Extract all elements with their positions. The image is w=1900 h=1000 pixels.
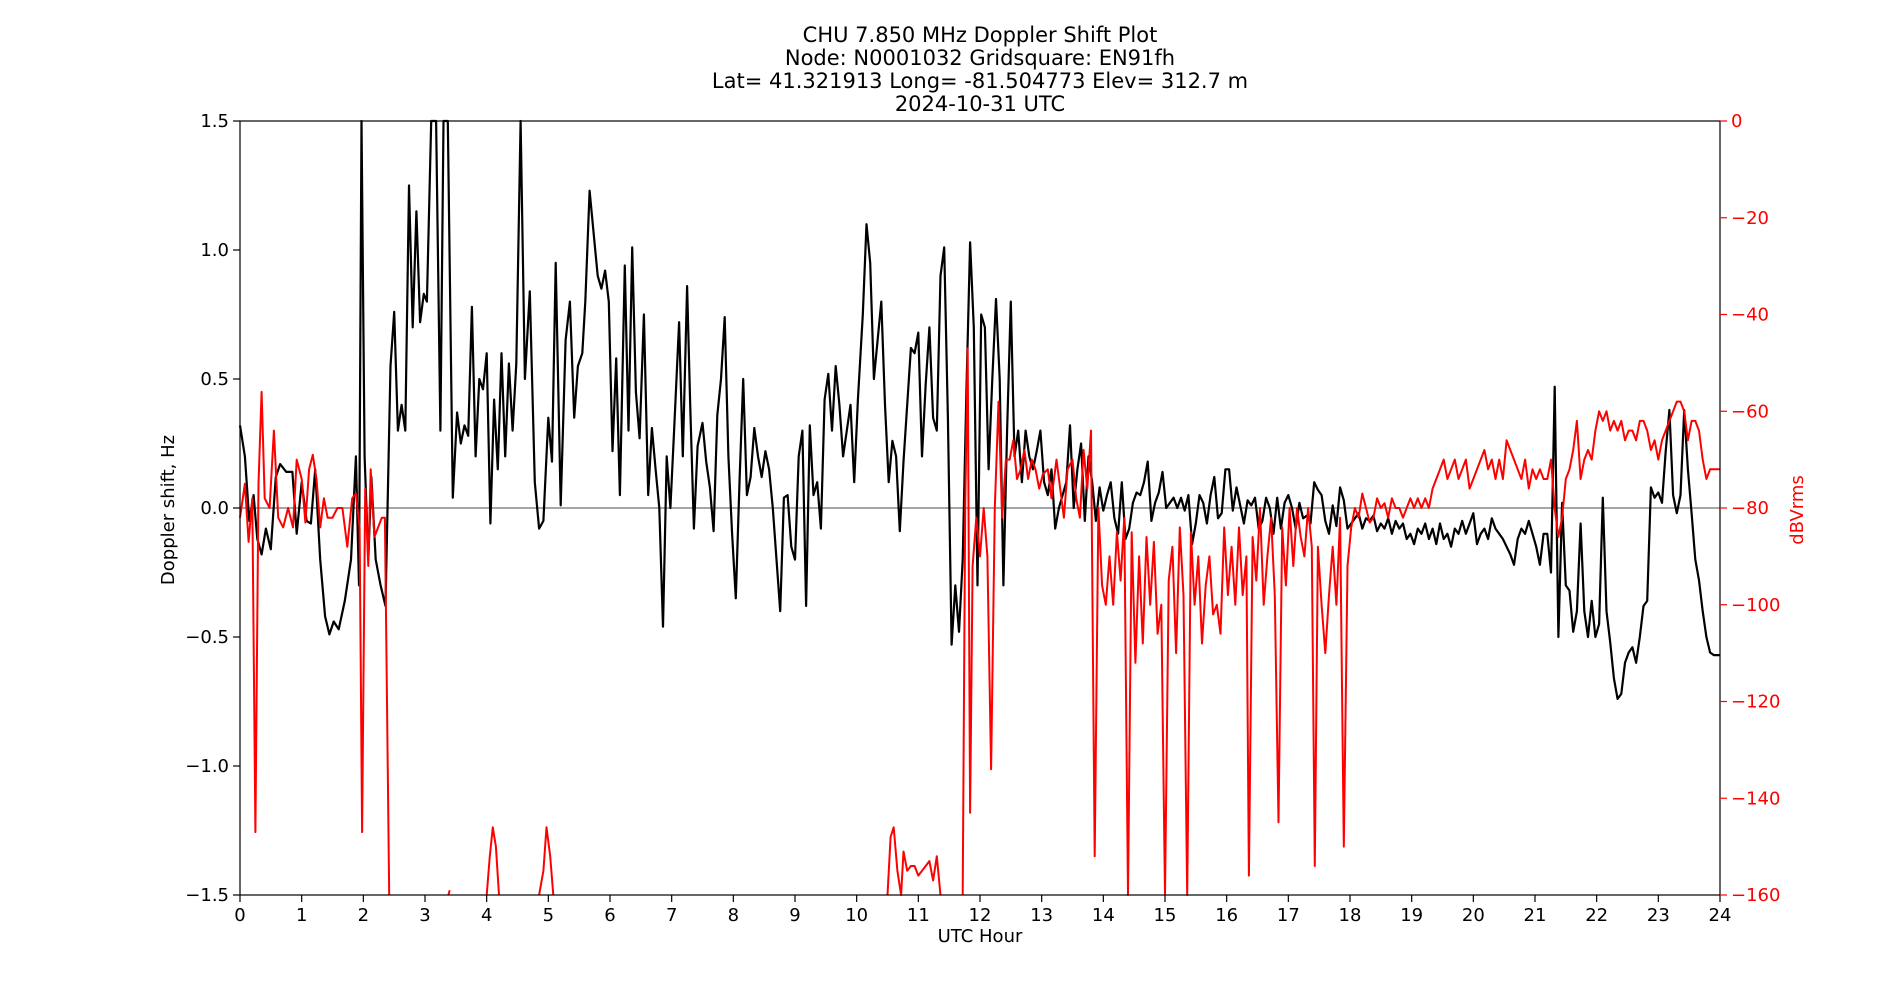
x-tick-label: 3: [419, 905, 430, 926]
x-tick-label: 11: [907, 905, 930, 926]
power-level-line-segment-5: [886, 826, 942, 896]
x-axis-label: UTC Hour: [938, 926, 1023, 947]
x-tick-label: 16: [1215, 905, 1238, 926]
x-tick-label: 17: [1277, 905, 1300, 926]
y-axis-right: 0 −20 −40 −60 −80 −100 −120 −140 −160: [1720, 111, 1780, 906]
y-axis-label: Doppler shift, Hz: [158, 435, 179, 585]
x-axis: 0 1 2 3 4 5 6 7 8 9 10 11 12 13 14 15 16 17 18 19 20 21 22 23 24: [234, 895, 1731, 926]
y2-tick-label: −40: [1731, 305, 1769, 326]
x-tick-label: 2: [358, 905, 369, 926]
x-tick-label: 5: [543, 905, 554, 926]
y2-tick-label: −80: [1731, 498, 1769, 519]
x-tick-label: 4: [481, 905, 492, 926]
doppler-shift-line: [238, 119, 1720, 700]
x-tick-label: 8: [728, 905, 739, 926]
x-tick-label: 19: [1400, 905, 1423, 926]
y-tick-label: −1.5: [185, 885, 229, 906]
power-level-line-segment-2: [447, 889, 451, 896]
x-tick-label: 21: [1524, 905, 1547, 926]
power-level-line-segment-6: [961, 347, 1720, 896]
title-line-3: Lat= 41.321913 Long= -81.504773 Elev= 31…: [712, 69, 1248, 93]
y-tick-label: 0.0: [200, 498, 229, 519]
y-tick-label: 0.5: [200, 369, 229, 390]
y-tick-label: −0.5: [185, 627, 229, 648]
y2-tick-label: −160: [1731, 885, 1780, 906]
y2-tick-label: −60: [1731, 401, 1769, 422]
title-line-2: Node: N0001032 Gridsquare: EN91fh: [785, 46, 1175, 70]
y2-tick-label: −100: [1731, 595, 1780, 616]
power-level-line-segment-3: [485, 826, 500, 896]
y-tick-label: 1.0: [200, 240, 229, 261]
y2-tick-label: −140: [1731, 788, 1780, 809]
x-tick-label: 0: [234, 905, 245, 926]
x-tick-label: 23: [1647, 905, 1670, 926]
x-tick-label: 13: [1030, 905, 1053, 926]
title-line-4: 2024-10-31 UTC: [895, 92, 1065, 116]
y2-axis-label: dBVrms: [1787, 475, 1808, 545]
series-group: [238, 119, 1720, 896]
power-level-line-segment-1: [239, 390, 391, 896]
y2-tick-label: 0: [1731, 111, 1742, 132]
x-tick-label: 22: [1585, 905, 1608, 926]
y2-tick-label: −120: [1731, 692, 1780, 713]
x-tick-label: 24: [1709, 905, 1732, 926]
x-tick-label: 18: [1339, 905, 1362, 926]
x-tick-label: 7: [666, 905, 677, 926]
x-tick-label: 14: [1092, 905, 1115, 926]
x-tick-label: 9: [789, 905, 800, 926]
y-tick-label: 1.5: [200, 111, 229, 132]
y-axis-left: 1.5 1.0 0.5 0.0 −0.5 −1.0 −1.5: [185, 111, 240, 906]
x-tick-label: 6: [604, 905, 615, 926]
title-line-1: CHU 7.850 MHz Doppler Shift Plot: [803, 23, 1158, 47]
power-level-line-segment-4: [538, 826, 555, 896]
x-tick-label: 12: [969, 905, 992, 926]
x-tick-label: 15: [1154, 905, 1177, 926]
x-tick-label: 10: [845, 905, 868, 926]
y2-tick-label: −20: [1731, 208, 1769, 229]
y-tick-label: −1.0: [185, 756, 229, 777]
chart-title: CHU 7.850 MHz Doppler Shift Plot Node: N…: [712, 23, 1248, 116]
x-tick-label: 20: [1462, 905, 1485, 926]
x-tick-label: 1: [296, 905, 307, 926]
